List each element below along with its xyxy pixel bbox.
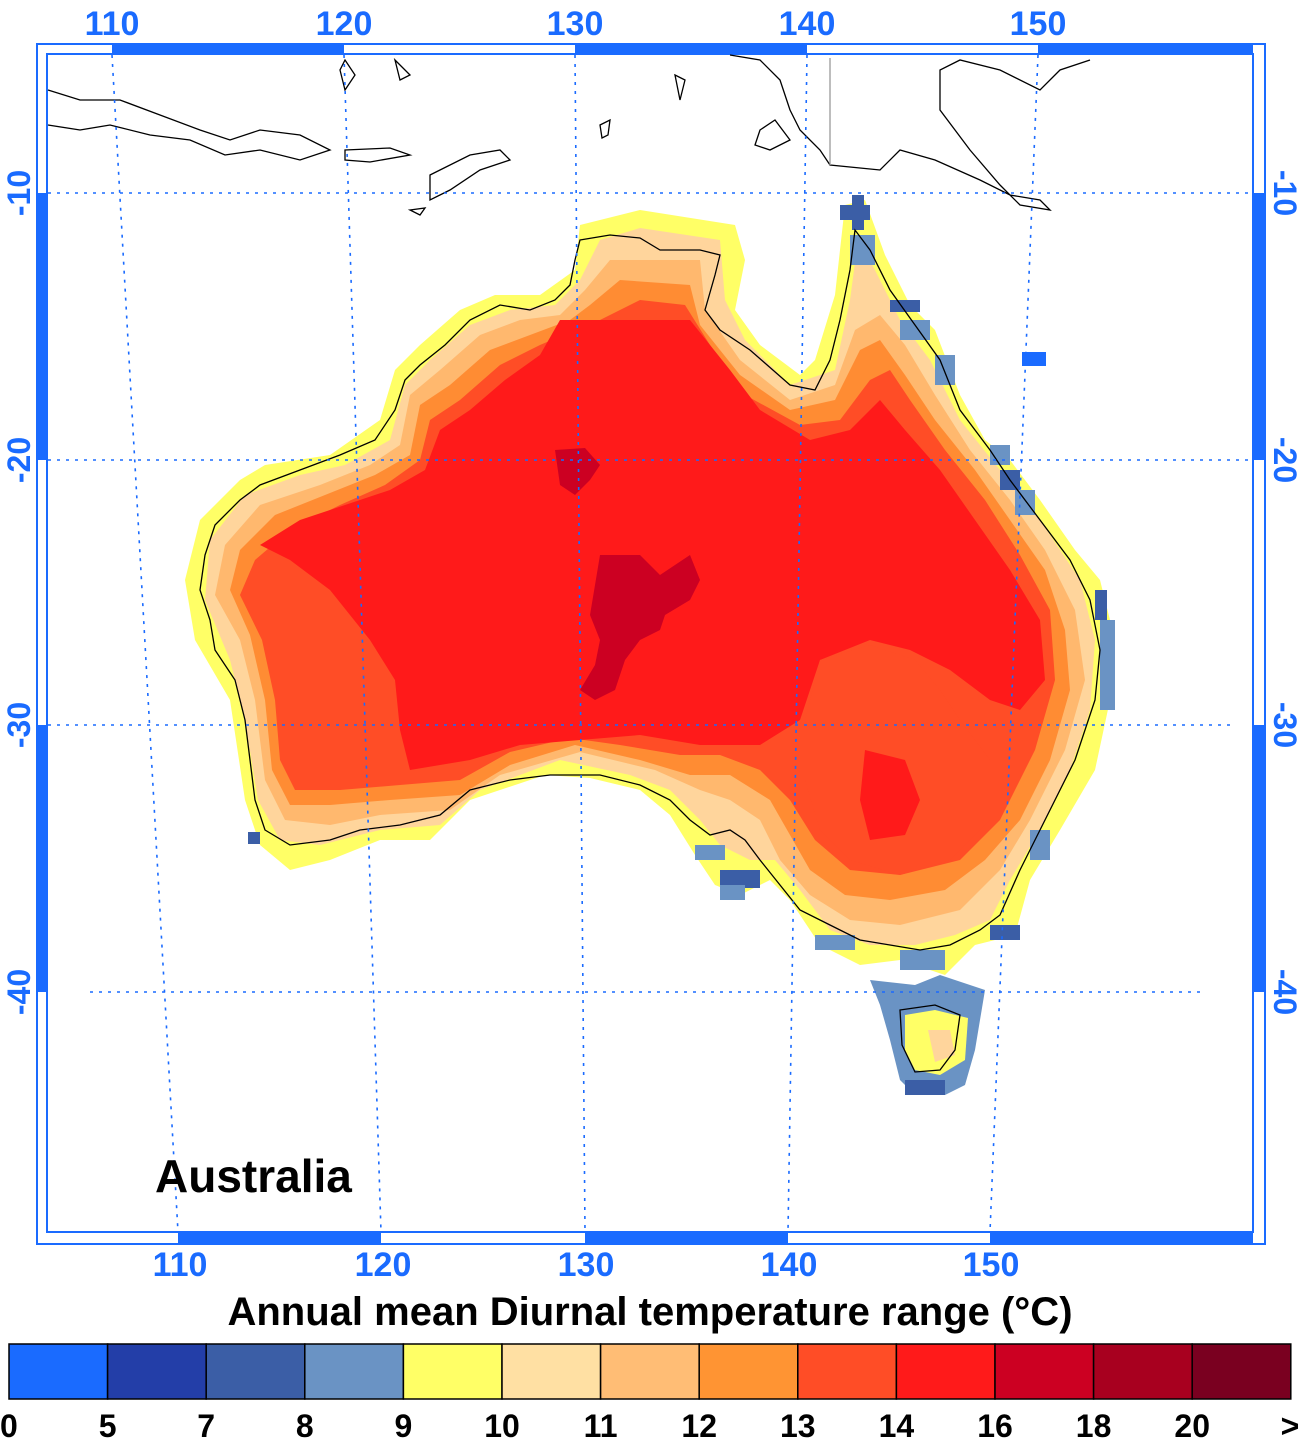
island-pixel <box>1022 352 1046 366</box>
colorbar-swatch <box>304 1343 405 1400</box>
colorbar-swatch <box>106 1343 207 1400</box>
tasmania-core <box>928 1030 955 1062</box>
lon-tick-top: 130 <box>547 5 604 43</box>
lon-tick-bottom: 140 <box>761 1246 818 1284</box>
colorbar-label: 16 <box>977 1408 1013 1444</box>
lat-tick-left: -30 <box>1 702 37 748</box>
colorbar-label: 12 <box>681 1408 717 1444</box>
frame-thick-segments <box>37 44 1265 1244</box>
lon-tick-top: 120 <box>316 5 373 43</box>
colorbar-swatch <box>698 1343 799 1400</box>
graticule <box>48 54 1253 1233</box>
lon-tick-bottom: 120 <box>355 1246 412 1284</box>
lon-ticks-top: 110 120 130 140 150 <box>85 5 1067 43</box>
colorbar-label: 11 <box>583 1408 618 1444</box>
colorbar-swatch <box>205 1343 306 1400</box>
colorbar-label: 0 <box>0 1408 18 1444</box>
colorbar-label: 7 <box>197 1408 216 1444</box>
colorbar-label: 8 <box>295 1408 314 1444</box>
map-figure: 110 120 130 140 150 110 120 130 140 150 … <box>1 5 1300 1284</box>
colorbar-swatch <box>797 1343 898 1400</box>
colorbar-swatch <box>895 1343 996 1400</box>
coastlines <box>47 54 1101 1073</box>
lon-ticks-bottom: 110 120 130 140 150 <box>153 1246 1020 1284</box>
lon-tick-bottom: 110 <box>153 1246 208 1284</box>
region-label: Australia <box>155 1150 352 1202</box>
colorbar-label: 14 <box>878 1408 915 1444</box>
lat-ticks-right: -10 -20 -30 -40 <box>1267 170 1300 1015</box>
lon-tick-top: 150 <box>1010 5 1067 43</box>
colorbar-title: Annual mean Diurnal temperature range (°… <box>227 1290 1073 1334</box>
colorbar-labels: 0 5 7 8 9 10 11 12 13 14 16 18 20 > <box>0 1408 1300 1448</box>
lat-ticks-left: -10 -20 -30 -40 <box>1 170 37 1015</box>
colorbar-swatch <box>402 1343 503 1400</box>
colorbar-swatch <box>1191 1343 1292 1400</box>
colorbar-swatch <box>994 1343 1095 1400</box>
lon-tick-top: 140 <box>779 5 836 43</box>
land-band-16-se <box>860 750 920 840</box>
colorbar-swatch <box>501 1343 602 1400</box>
colorbar-label: 9 <box>394 1408 413 1444</box>
colorbar-label: 5 <box>98 1408 117 1444</box>
colorbar-label: 10 <box>484 1408 520 1444</box>
colorbar-label: > <box>1280 1408 1300 1444</box>
coastal-blue-pixels <box>248 195 1107 1095</box>
lon-tick-bottom: 150 <box>963 1246 1020 1284</box>
lat-tick-left: -20 <box>1 437 37 483</box>
lon-tick-top: 110 <box>85 5 140 43</box>
colorbar-label: 20 <box>1174 1408 1210 1444</box>
lat-tick-left: -40 <box>1 969 37 1015</box>
colorbar-label: 18 <box>1075 1408 1112 1444</box>
colorbar-swatch <box>599 1343 700 1400</box>
lat-tick-right: -20 <box>1267 437 1300 483</box>
lat-tick-left: -10 <box>1 170 37 216</box>
land-band-16 <box>260 320 1045 770</box>
lon-tick-bottom: 130 <box>558 1246 615 1284</box>
colorbar <box>8 1343 1292 1400</box>
colorbar-label: 13 <box>780 1408 816 1444</box>
colorbar-swatch <box>1092 1343 1193 1400</box>
colorbar-swatches <box>8 1343 1292 1400</box>
lat-tick-right: -30 <box>1267 702 1300 748</box>
lat-tick-right: -40 <box>1267 969 1300 1015</box>
australia-landmass <box>185 195 1115 1095</box>
colorbar-swatch <box>8 1343 109 1400</box>
lat-tick-right: -10 <box>1267 170 1300 216</box>
land-band-18-center <box>580 555 700 700</box>
